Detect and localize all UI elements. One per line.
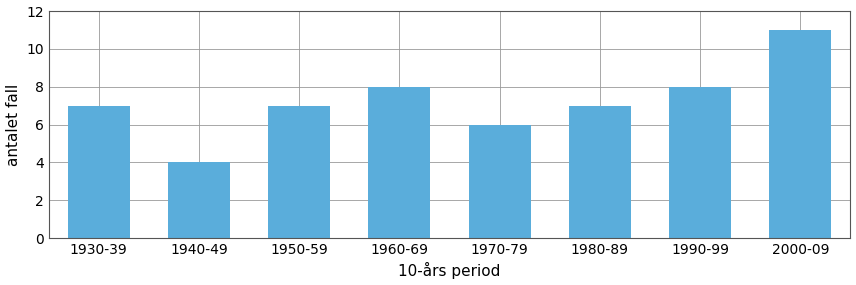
Bar <box>68 106 130 238</box>
Y-axis label: antalet fall: antalet fall <box>5 84 21 166</box>
Bar <box>168 162 230 238</box>
Bar <box>368 87 431 238</box>
Bar <box>468 125 531 238</box>
Bar <box>268 106 330 238</box>
Bar <box>568 106 631 238</box>
Bar <box>770 30 831 238</box>
X-axis label: 10-års period: 10-års period <box>398 262 501 280</box>
Bar <box>669 87 731 238</box>
